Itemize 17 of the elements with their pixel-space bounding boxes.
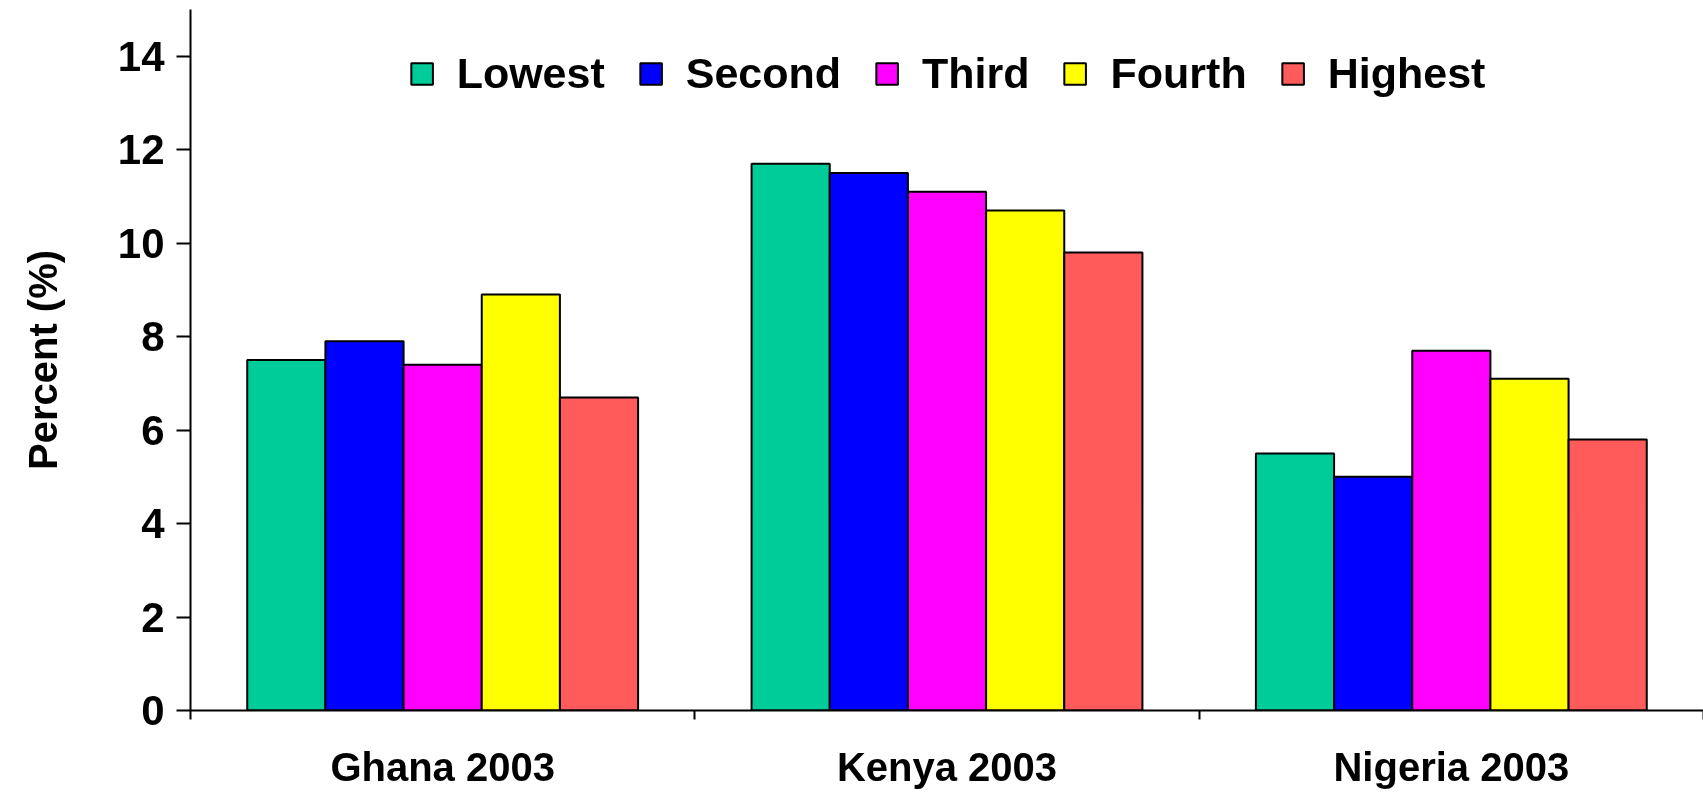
y-tick-label: 12 [117,126,165,174]
y-tick-label: 8 [141,313,165,361]
legend-label: Second [685,49,842,98]
legend-label: Fourth [1110,49,1247,98]
y-tick-label: 10 [117,219,165,267]
x-tick-label: Nigeria 2003 [1333,744,1570,789]
y-tick-label: 6 [141,406,165,454]
legend-label: Lowest [456,49,605,98]
legend-label: Highest [1327,49,1486,98]
legend-label: Third [922,49,1030,98]
y-tick-label: 14 [117,32,166,80]
y-tick-label: 4 [141,500,166,548]
y-tick-label: 0 [141,687,165,734]
y-axis-title: Percent (%) [20,249,65,471]
y-tick-label: 2 [141,593,165,641]
x-tick-label: Kenya 2003 [836,744,1058,789]
x-tick-label: Ghana 2003 [330,744,555,789]
